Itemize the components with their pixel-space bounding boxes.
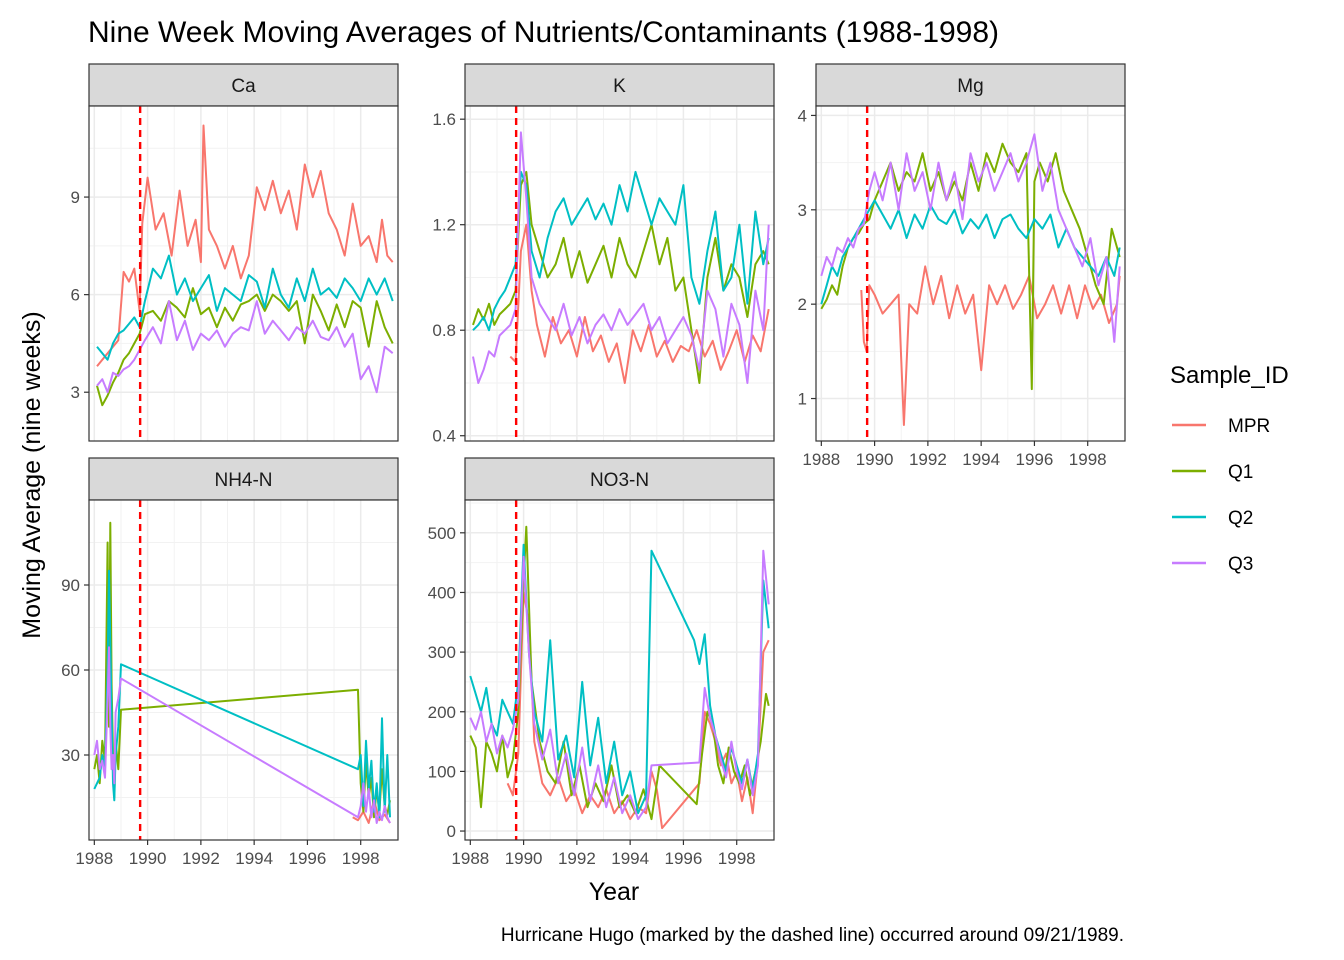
series-line-mpr bbox=[96, 124, 394, 367]
y-axis-title: Moving Average (nine weeks) bbox=[18, 311, 46, 639]
series-line-q3 bbox=[469, 549, 770, 821]
y-tick-label: 500 bbox=[428, 524, 456, 543]
x-tick-label: 1988 bbox=[451, 849, 489, 868]
y-tick-label: 9 bbox=[71, 188, 80, 207]
x-tick-label: 1998 bbox=[718, 849, 756, 868]
y-tick-label: 0 bbox=[447, 822, 456, 841]
series-line-q2 bbox=[472, 170, 770, 332]
series-line-q3 bbox=[820, 133, 1121, 343]
x-tick-label: 1988 bbox=[802, 450, 840, 469]
panel-border bbox=[464, 499, 775, 841]
y-tick-label: 1.2 bbox=[432, 216, 456, 235]
x-tick-label: 1990 bbox=[129, 849, 167, 868]
panel-strip-label: K bbox=[613, 76, 626, 97]
x-axis-title: Year bbox=[589, 878, 640, 906]
panel-strip bbox=[815, 63, 1126, 107]
series-line-q1 bbox=[472, 170, 770, 384]
y-tick-label: 3 bbox=[71, 383, 80, 402]
legend-label-q2: Q2 bbox=[1228, 508, 1253, 529]
x-tick-label: 1994 bbox=[235, 849, 273, 868]
panel-strip-label: NO3-N bbox=[590, 470, 649, 491]
series-line-q3 bbox=[472, 131, 770, 384]
panels-layer: Ca 3 6 9 K 0.4 0.8 1.2 1.6 Mg 1 2 3 4 1988 1990 1992 1994… bbox=[61, 63, 1126, 868]
x-tick-label: 1996 bbox=[289, 849, 327, 868]
legend: Sample_ID MPR Q1 Q2 Q3 bbox=[1170, 362, 1289, 575]
x-tick-label: 1998 bbox=[1069, 450, 1107, 469]
panel-background bbox=[465, 500, 774, 840]
x-tick-label: 1988 bbox=[75, 849, 113, 868]
x-tick-label: 1994 bbox=[962, 450, 1000, 469]
y-tick-label: 300 bbox=[428, 643, 456, 662]
panel-border bbox=[815, 105, 1126, 442]
x-tick-label: 1992 bbox=[182, 849, 220, 868]
series-line-q1 bbox=[96, 287, 394, 407]
x-tick-label: 1994 bbox=[611, 849, 649, 868]
y-tick-label: 0.4 bbox=[432, 427, 456, 446]
panel-nh4-n: NH4-N 30 60 90 1988 1990 1992 1994 1996 1998 bbox=[61, 457, 399, 868]
legend-label-q1: Q1 bbox=[1228, 462, 1253, 483]
panel-k: K 0.4 0.8 1.2 1.6 bbox=[432, 63, 775, 446]
y-tick-label: 1.6 bbox=[432, 110, 456, 129]
y-tick-label: 90 bbox=[61, 576, 80, 595]
panel-strip bbox=[464, 63, 775, 107]
panel-strip-label: NH4-N bbox=[214, 470, 272, 491]
y-tick-label: 1 bbox=[798, 390, 807, 409]
y-tick-label: 4 bbox=[798, 106, 807, 125]
x-tick-label: 1996 bbox=[665, 849, 703, 868]
legend-title: Sample_ID bbox=[1170, 362, 1289, 389]
panel-series bbox=[472, 131, 770, 384]
legend-label-mpr: MPR bbox=[1228, 416, 1270, 437]
x-tick-label: 1992 bbox=[909, 450, 947, 469]
panel-border bbox=[464, 105, 775, 442]
panel-series bbox=[93, 521, 391, 824]
series-line-q1 bbox=[820, 142, 1121, 391]
y-tick-label: 200 bbox=[428, 703, 456, 722]
y-tick-label: 6 bbox=[71, 286, 80, 305]
x-tick-label: 1990 bbox=[856, 450, 894, 469]
y-tick-label: 2 bbox=[798, 295, 807, 314]
series-line-q3 bbox=[96, 300, 394, 394]
panel-strip bbox=[464, 457, 775, 501]
series-line-q1 bbox=[469, 525, 770, 821]
x-tick-label: 1992 bbox=[558, 849, 596, 868]
panel-ca: Ca 3 6 9 bbox=[71, 63, 399, 442]
y-tick-label: 30 bbox=[61, 746, 80, 765]
x-tick-label: 1990 bbox=[505, 849, 543, 868]
panel-no3-n: NO3-N 0 100 200 300 400 500 1988 1990 1992 1994 199… bbox=[428, 457, 775, 868]
panel-strip-label: Mg bbox=[957, 76, 983, 97]
panel-strip bbox=[88, 457, 399, 501]
y-tick-label: 100 bbox=[428, 762, 456, 781]
y-tick-label: 60 bbox=[61, 661, 80, 680]
panel-series bbox=[820, 133, 1121, 426]
series-line-mpr bbox=[509, 223, 770, 384]
series-line-q3 bbox=[93, 646, 391, 824]
y-tick-label: 0.8 bbox=[432, 321, 456, 340]
y-tick-label: 3 bbox=[798, 201, 807, 220]
panel-mg: Mg 1 2 3 4 1988 1990 1992 1994 1996 1998 bbox=[798, 63, 1126, 469]
series-line-mpr bbox=[860, 265, 1121, 426]
y-tick-label: 400 bbox=[428, 583, 456, 602]
panel-series bbox=[469, 525, 770, 830]
x-tick-label: 1998 bbox=[342, 849, 380, 868]
panel-strip bbox=[88, 63, 399, 107]
legend-label-q3: Q3 bbox=[1228, 554, 1253, 575]
panel-series bbox=[96, 124, 394, 407]
panel-strip-label: Ca bbox=[231, 76, 256, 97]
series-line-q2 bbox=[96, 254, 394, 361]
x-tick-label: 1996 bbox=[1016, 450, 1054, 469]
chart-caption: Hurricane Hugo (marked by the dashed lin… bbox=[501, 925, 1124, 946]
chart-title: Nine Week Moving Averages of Nutrients/C… bbox=[88, 16, 999, 49]
panel-border bbox=[88, 105, 399, 442]
